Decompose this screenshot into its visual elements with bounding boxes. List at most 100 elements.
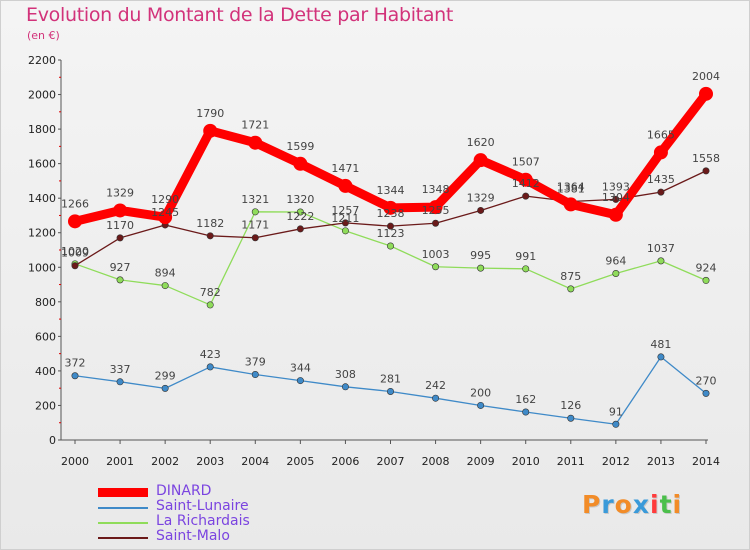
y-tick-label: 0 [49,434,56,447]
data-point [116,234,124,242]
data-label: 1320 [286,193,314,206]
x-tick-label: 2005 [286,455,314,468]
data-label: 1620 [467,136,495,149]
data-point [518,172,533,187]
data-point [612,420,620,428]
data-point [386,222,394,230]
data-label: 924 [696,261,717,274]
data-label: 894 [155,267,176,280]
data-point [68,214,82,229]
y-tick-label: 2200 [28,54,56,67]
x-tick-label: 2014 [692,455,720,468]
data-label: 875 [560,270,581,283]
y-tick-label: 2000 [28,89,56,102]
data-point [296,377,304,385]
x-tick-label: 2009 [467,455,495,468]
data-label: 2004 [692,70,720,83]
data-label: 1329 [106,186,134,199]
x-tick-label: 2010 [512,455,540,468]
data-point [251,234,259,242]
legend-label: Saint-Malo [156,528,230,544]
data-label: 1266 [61,197,89,210]
data-point [702,167,710,175]
chart-title: Evolution du Montant de la Dette par Hab… [26,4,454,26]
axes: 0 200 400 600 800 1000 1200 1400 1600 1800 2000 220… [28,54,720,468]
data-label: 1393 [602,180,630,193]
data-label: 91 [609,405,623,418]
data-label: 281 [380,372,401,385]
data-point [116,378,124,386]
data-point [251,208,259,216]
x-tick-label: 2011 [557,455,585,468]
legend-label: La Richardais [156,513,250,529]
data-point [341,383,349,391]
data-label: 372 [65,357,86,370]
x-tick-label: 2012 [602,455,630,468]
data-label: 344 [290,362,311,375]
y-tick-label: 1600 [28,158,56,171]
legend-swatch [98,522,148,524]
data-point [296,225,304,233]
data-label: 423 [200,348,221,361]
data-label: 1412 [512,177,540,190]
data-point [473,153,488,168]
legend-swatch [98,507,148,509]
y-tick-label: 400 [35,365,56,378]
data-label: 162 [515,393,536,406]
data-label: 1304 [602,191,630,204]
data-label: 927 [110,261,131,274]
data-label: 1665 [647,128,675,141]
data-point [428,200,443,215]
data-point [522,192,530,200]
data-point [293,156,308,171]
data-point [341,219,349,227]
data-point [653,145,668,160]
data-label: 1255 [422,204,450,217]
data-labels: 372 337 299 423 379 344 308 281 242 200 162 126 91 48… [61,70,720,418]
data-label: 242 [425,379,446,392]
data-point [657,188,665,196]
data-label: 1344 [377,184,405,197]
data-point [702,276,710,284]
data-point [522,408,530,416]
data-point [338,178,353,193]
legend-swatch [98,537,148,539]
data-label: 299 [155,369,176,382]
data-label: 991 [515,250,536,263]
y-tick-label: 1000 [28,261,56,274]
data-label: 1003 [422,248,450,261]
data-label: 1009 [61,247,89,260]
data-point [432,219,440,227]
data-point [386,242,394,250]
data-label: 1123 [377,227,405,240]
data-label: 1238 [377,207,405,220]
data-point [296,208,304,216]
y-tick-label: 600 [35,330,56,343]
data-point [702,389,710,397]
data-point [206,363,214,371]
data-label: 481 [650,338,671,351]
data-point [113,203,128,218]
y-tick-label: 1800 [28,123,56,136]
data-point [432,263,440,271]
data-point [563,197,578,212]
chart-subtitle: (en €) [27,29,60,42]
x-tick-label: 2008 [422,455,450,468]
data-point [567,414,575,422]
data-label: 1721 [241,119,269,132]
data-point [612,269,620,277]
data-point [657,257,665,265]
x-tick-label: 2001 [106,455,134,468]
data-point [386,387,394,395]
data-label: 782 [200,286,221,299]
data-point [612,195,620,203]
data-label: 1790 [196,107,224,120]
data-point [477,264,485,272]
data-label: 1037 [647,242,675,255]
x-tick-label: 2006 [331,455,359,468]
y-tick-label: 200 [35,399,56,412]
data-label: 1257 [331,204,359,217]
legend-swatch [98,488,148,497]
data-label: 126 [560,399,581,412]
data-label: 1171 [241,219,269,232]
